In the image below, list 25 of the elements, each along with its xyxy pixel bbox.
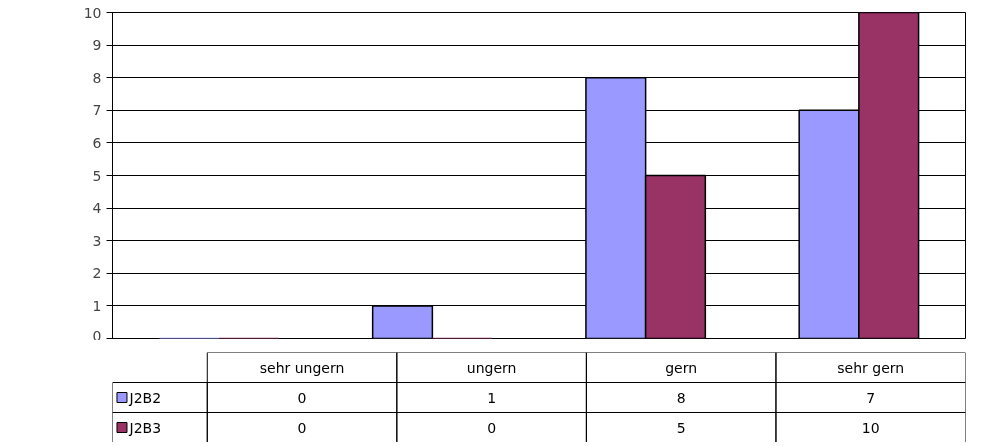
y-tick-label: 9 [92,37,102,54]
y-tick-label: 3 [92,232,102,249]
x-tick-label: ungern [466,359,517,376]
x-tick-label: gern [665,359,698,376]
y-tick-label: 8 [92,69,102,86]
y-tick-label: 5 [92,167,102,184]
legend-label: J2B3 [128,419,162,436]
y-tick-label: 4 [92,200,102,217]
y-tick-label: 2 [92,265,102,282]
y-tick-label: 10 [83,4,102,21]
data-label: 0 [297,419,307,436]
data-label: 8 [676,389,686,406]
data-label: 1 [487,389,497,406]
x-tick-label: sehr ungern [259,359,345,376]
data-label: 5 [676,419,686,436]
y-tick-label: 1 [92,297,102,314]
y-tick-label: 6 [92,134,102,151]
data-label: 0 [297,389,307,406]
y-tick-label: 0 [92,327,102,344]
data-label: 0 [487,419,497,436]
x-tick-label: sehr gern [837,359,905,376]
data-label: 10 [861,419,880,436]
data-label: 7 [866,389,876,406]
y-tick-label: 7 [92,102,102,119]
legend-label: J2B2 [128,389,162,406]
